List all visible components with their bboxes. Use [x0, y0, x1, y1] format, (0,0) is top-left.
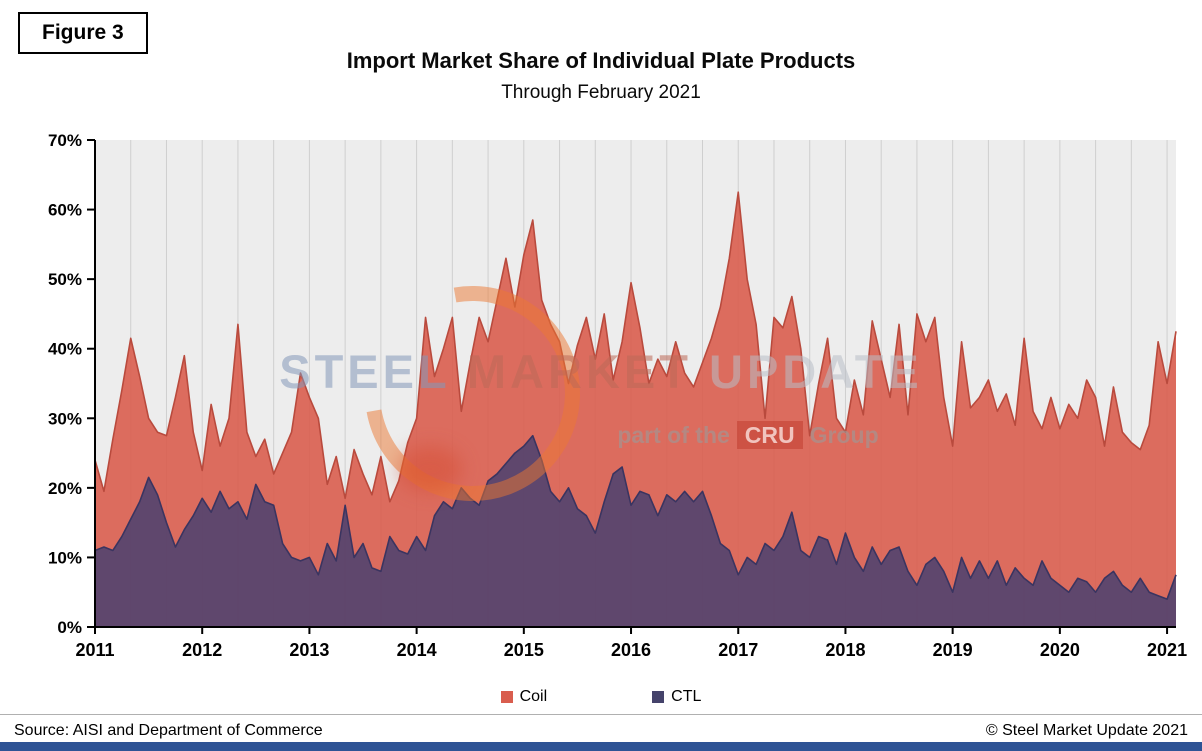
chart-title: Import Market Share of Individual Plate …	[346, 48, 856, 73]
footer-divider	[0, 714, 1202, 715]
svg-text:2020: 2020	[1040, 640, 1080, 660]
svg-text:2016: 2016	[611, 640, 651, 660]
svg-text:2015: 2015	[504, 640, 544, 660]
svg-text:70%: 70%	[48, 131, 82, 150]
legend-item-ctl: CTL	[652, 688, 701, 706]
svg-text:60%: 60%	[48, 201, 82, 220]
chart-area: 0% 10% 20% 30% 40% 50% 60% 70% 2011 2012 2013 2014 2…	[0, 118, 1202, 668]
legend-label-ctl: CTL	[671, 688, 702, 705]
svg-text:2017: 2017	[718, 640, 758, 660]
chart-subtitle: Through February 2021	[501, 82, 701, 103]
ctl-swatch-icon	[652, 691, 665, 703]
svg-text:30%: 30%	[48, 409, 82, 428]
footer: Source: AISI and Department of Commerce …	[0, 722, 1202, 740]
svg-text:20%: 20%	[48, 479, 82, 498]
figure-label: Figure 3	[18, 12, 148, 54]
svg-text:50%: 50%	[48, 270, 82, 289]
source-text: Source: AISI and Department of Commerce	[14, 722, 323, 739]
svg-text:2021: 2021	[1147, 640, 1187, 660]
svg-text:2013: 2013	[289, 640, 329, 660]
svg-text:0%: 0%	[57, 618, 82, 637]
svg-text:2014: 2014	[397, 640, 437, 660]
svg-text:2019: 2019	[933, 640, 973, 660]
svg-text:2011: 2011	[75, 640, 114, 660]
stacked-area-chart: 0% 10% 20% 30% 40% 50% 60% 70% 2011 2012 2013 2014 2…	[48, 131, 1187, 660]
legend-item-coil: Coil	[500, 688, 548, 706]
coil-swatch-icon	[500, 691, 513, 703]
bottom-accent-bar	[0, 742, 1202, 751]
svg-text:40%: 40%	[48, 340, 82, 359]
copyright-text: © Steel Market Update 2021	[985, 722, 1188, 739]
svg-text:10%: 10%	[48, 548, 82, 567]
legend-label-coil: Coil	[519, 688, 548, 705]
svg-text:2018: 2018	[825, 640, 865, 660]
legend: Coil CTL	[0, 688, 1202, 706]
svg-text:2012: 2012	[182, 640, 222, 660]
